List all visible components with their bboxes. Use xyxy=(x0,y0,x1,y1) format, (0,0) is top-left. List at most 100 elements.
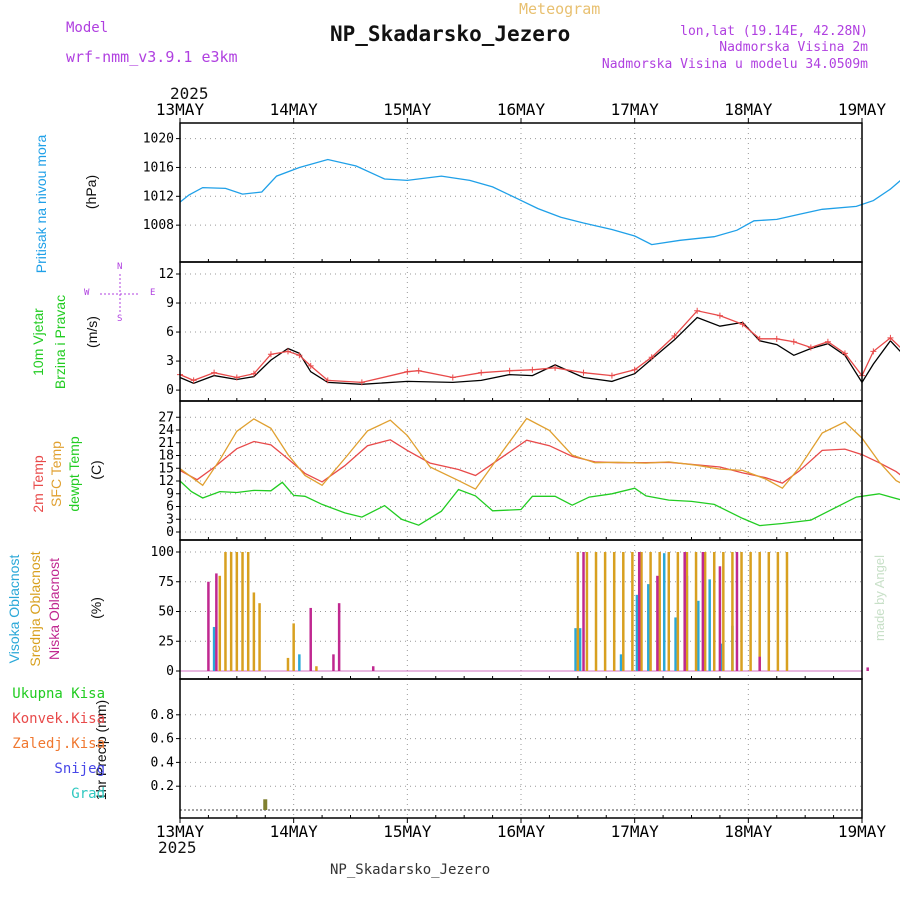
y-tick-label: 1008 xyxy=(143,218,174,233)
bar-srednja-oblacnost xyxy=(649,552,652,671)
series-line-dewpt-temp xyxy=(179,480,900,527)
bar-srednja-oblacnost xyxy=(603,552,607,671)
gust-marker xyxy=(190,377,197,384)
bar-visoka-oblacnost xyxy=(578,628,582,671)
bar-niska-oblacnost xyxy=(735,552,739,671)
compass-arrows-icon xyxy=(100,274,140,314)
gust-marker xyxy=(739,321,746,328)
compass-n: N xyxy=(117,262,123,272)
x-tick-label-bottom: 13MAY xyxy=(156,822,205,841)
gust-marker xyxy=(790,338,797,345)
gust-marker xyxy=(824,338,831,345)
bar-visoka-oblacnost xyxy=(298,654,301,671)
x-tick-label-top: 14MAY xyxy=(270,100,319,119)
bar-niska-oblacnost xyxy=(582,552,585,671)
bar-srednja-oblacnost xyxy=(292,623,295,671)
compass-e: E xyxy=(150,288,156,298)
bar-srednja-oblacnost xyxy=(218,575,222,671)
gust-marker xyxy=(552,364,559,371)
bar-srednja-oblacnost xyxy=(676,552,680,671)
y-tick-label: 0 xyxy=(166,383,174,398)
x-tick-label-bottom: 18MAY xyxy=(724,822,773,841)
y-tick-label: 24 xyxy=(158,423,174,438)
x-tick-label-top: 17MAY xyxy=(611,100,660,119)
y-tick-label: 1020 xyxy=(143,132,174,147)
gust-marker xyxy=(631,366,638,373)
y-tick-label: 6 xyxy=(166,500,174,515)
bar-srednja-oblacnost xyxy=(594,552,598,671)
y-tick-label: 0.6 xyxy=(151,732,174,747)
bar-srednja-oblacnost xyxy=(640,552,643,671)
model-elevation: Nadmorska Visina u modelu 34.0509m xyxy=(601,57,868,72)
bar-niska-oblacnost xyxy=(656,575,659,671)
model-label: Model xyxy=(66,20,109,36)
y-tick-label: 0.8 xyxy=(151,708,174,723)
bar-niska-oblacnost xyxy=(637,552,641,671)
gust-marker xyxy=(415,367,422,374)
bar-niska-oblacnost xyxy=(337,603,341,671)
bar-niska-oblacnost xyxy=(718,566,722,671)
coordinates: lon,lat (19.14E, 42.28N) xyxy=(680,24,868,39)
year-top: 2025 xyxy=(170,84,209,103)
gust-marker xyxy=(887,334,894,341)
gust-marker xyxy=(324,377,331,384)
gust-marker xyxy=(870,348,877,355)
bar-srednja-oblacnost xyxy=(612,552,616,671)
model-name: wrf-nmm_v3.9.1 e3km xyxy=(66,48,238,66)
gust-marker xyxy=(671,332,678,339)
gust-marker xyxy=(358,379,365,386)
y-tick-label: 0.4 xyxy=(151,755,175,770)
x-tick-label-top: 19MAY xyxy=(838,100,887,119)
bar-srednja-oblacnost xyxy=(749,552,752,671)
meteogram-subtitle: Meteogram xyxy=(519,0,601,18)
gust-marker xyxy=(807,344,814,351)
gust-marker xyxy=(756,335,763,342)
x-tick-label-top: 15MAY xyxy=(383,100,432,119)
y-tick-label: 6 xyxy=(166,325,174,340)
y-tick-label: 21 xyxy=(158,436,174,451)
bar-srednja-oblacnost xyxy=(246,552,250,671)
bar-srednja-oblacnost xyxy=(585,552,589,671)
x-tick-label-bottom: 14MAY xyxy=(270,822,319,841)
bar-visoka-oblacnost xyxy=(619,654,623,671)
y-tick-label: 9 xyxy=(166,487,174,502)
y-tick-label: 15 xyxy=(158,461,174,476)
gust-marker xyxy=(648,354,655,361)
gust-marker xyxy=(250,370,257,377)
bar-srednja-oblacnost xyxy=(224,552,227,671)
gust-marker xyxy=(529,366,536,373)
y-tick-label: 0 xyxy=(166,664,174,679)
bar-visoka-oblacnost xyxy=(708,579,711,671)
precip-legend-convective: Konvek.Kisa xyxy=(12,711,105,727)
bar-ukupna-kisa xyxy=(263,799,268,810)
gust-marker xyxy=(449,374,456,381)
wind-compass: N S W E xyxy=(84,262,156,326)
y-tick-label: 0 xyxy=(166,525,174,540)
x-tick-label-top: 13MAY xyxy=(156,100,205,119)
precip-legend-freezing: Zaledj.Kisa xyxy=(12,736,105,752)
gust-marker xyxy=(211,369,218,376)
compass-w: W xyxy=(84,288,90,298)
y-tick-label: 3 xyxy=(166,512,174,527)
y-tick-label: 1012 xyxy=(143,189,174,204)
bar-niska-oblacnost xyxy=(309,607,312,671)
gust-marker xyxy=(296,352,303,359)
bar-niska-oblacnost xyxy=(683,552,686,671)
series-line-mslp xyxy=(179,158,900,246)
precip-legend-total: Ukupna Kisa xyxy=(12,686,105,702)
bar-srednja-oblacnost xyxy=(685,552,689,671)
bar-srednja-oblacnost xyxy=(315,666,318,671)
station-elevation: Nadmorska Visina 2m xyxy=(719,40,868,55)
bar-visoka-oblacnost xyxy=(647,584,650,671)
gust-marker xyxy=(773,335,780,342)
bar-visoka-oblacnost xyxy=(674,617,677,671)
x-tick-label-top: 18MAY xyxy=(724,100,773,119)
bar-srednja-oblacnost xyxy=(622,552,625,671)
y-tick-label: 0.2 xyxy=(151,779,174,794)
bar-niska-oblacnost xyxy=(371,666,375,671)
x-tick-label-bottom: 17MAY xyxy=(611,822,660,841)
bar-srednja-oblacnost xyxy=(576,552,580,671)
bar-srednja-oblacnost xyxy=(235,552,239,671)
bar-visoka-oblacnost xyxy=(662,553,666,671)
